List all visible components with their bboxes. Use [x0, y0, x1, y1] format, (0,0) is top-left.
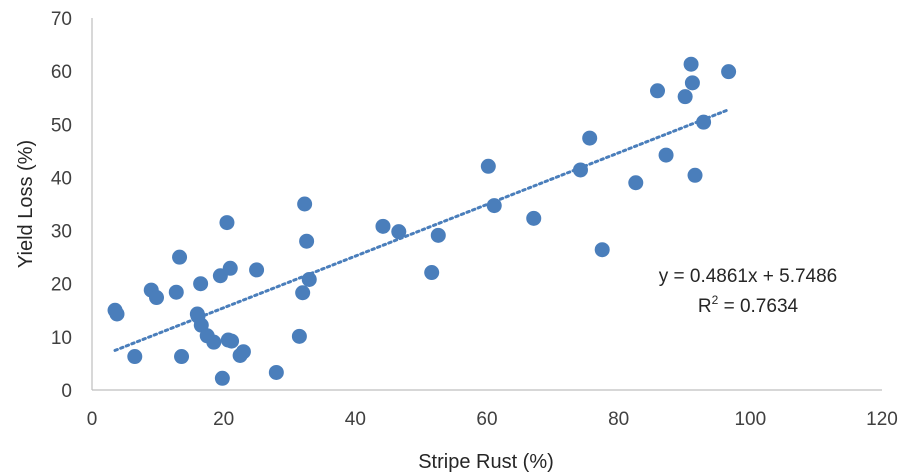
data-point: [301, 271, 317, 287]
data-point: [222, 260, 238, 276]
x-tick-label: 100: [734, 409, 766, 430]
data-point: [677, 89, 693, 105]
data-point: [235, 344, 251, 360]
y-tick-label: 10: [51, 328, 72, 349]
data-point: [249, 262, 265, 278]
r-squared-exponent: 2: [712, 293, 719, 307]
data-point: [684, 75, 700, 91]
data-point: [594, 242, 610, 258]
x-tick-label: 20: [213, 409, 234, 430]
data-point: [214, 370, 230, 386]
y-tick-labels: 0 10 20 30 40 50 60 70: [51, 9, 72, 402]
data-point: [206, 334, 222, 350]
data-point: [168, 284, 184, 300]
data-point: [480, 158, 496, 174]
x-tick-label: 80: [608, 409, 629, 430]
r-squared-prefix: R: [698, 296, 712, 317]
y-tick-label: 0: [61, 381, 72, 402]
trendline-layer: [113, 108, 731, 352]
data-point: [174, 349, 190, 365]
x-tick-labels: 0 20 40 60 80 100 120: [87, 409, 898, 430]
trendline: [113, 108, 731, 352]
x-tick-label: 0: [87, 409, 98, 430]
data-point: [295, 285, 311, 301]
data-point: [430, 227, 446, 243]
data-point: [582, 130, 598, 146]
data-point: [683, 56, 699, 72]
data-point: [193, 276, 209, 292]
data-point: [658, 147, 674, 163]
data-point: [721, 64, 737, 80]
x-axis-title: Stripe Rust (%): [418, 451, 554, 473]
data-point: [299, 233, 315, 249]
data-point: [109, 306, 125, 322]
y-tick-label: 70: [51, 9, 72, 30]
x-tick-label: 120: [866, 409, 898, 430]
data-point: [696, 114, 712, 130]
x-tick-label: 40: [345, 409, 366, 430]
data-point: [486, 198, 502, 214]
r-squared-value: = 0.7634: [718, 296, 798, 317]
data-point: [572, 162, 588, 178]
axes: [91, 18, 882, 391]
r-squared-label: R2 = 0.7634: [698, 293, 799, 317]
data-point: [127, 349, 143, 365]
y-axis-title: Yield Loss (%): [15, 140, 37, 268]
y-tick-label: 30: [51, 222, 72, 243]
x-tick-label: 60: [476, 409, 497, 430]
data-point: [268, 364, 284, 380]
data-point: [526, 210, 542, 226]
data-point: [391, 224, 407, 240]
data-points: [107, 56, 737, 386]
data-point: [424, 265, 440, 281]
y-tick-label: 20: [51, 275, 72, 296]
y-tick-label: 60: [51, 62, 72, 83]
data-point: [687, 167, 703, 183]
data-point: [650, 83, 666, 99]
y-tick-label: 40: [51, 168, 72, 189]
data-point: [628, 175, 644, 191]
data-point: [224, 333, 240, 349]
data-point: [219, 215, 235, 231]
data-point: [375, 218, 391, 234]
y-tick-label: 50: [51, 115, 72, 136]
data-point: [297, 196, 313, 212]
trendline-equation: y = 0.4861x + 5.7486: [659, 266, 838, 287]
data-point: [149, 290, 165, 306]
data-point: [172, 249, 188, 265]
data-point: [291, 328, 307, 344]
